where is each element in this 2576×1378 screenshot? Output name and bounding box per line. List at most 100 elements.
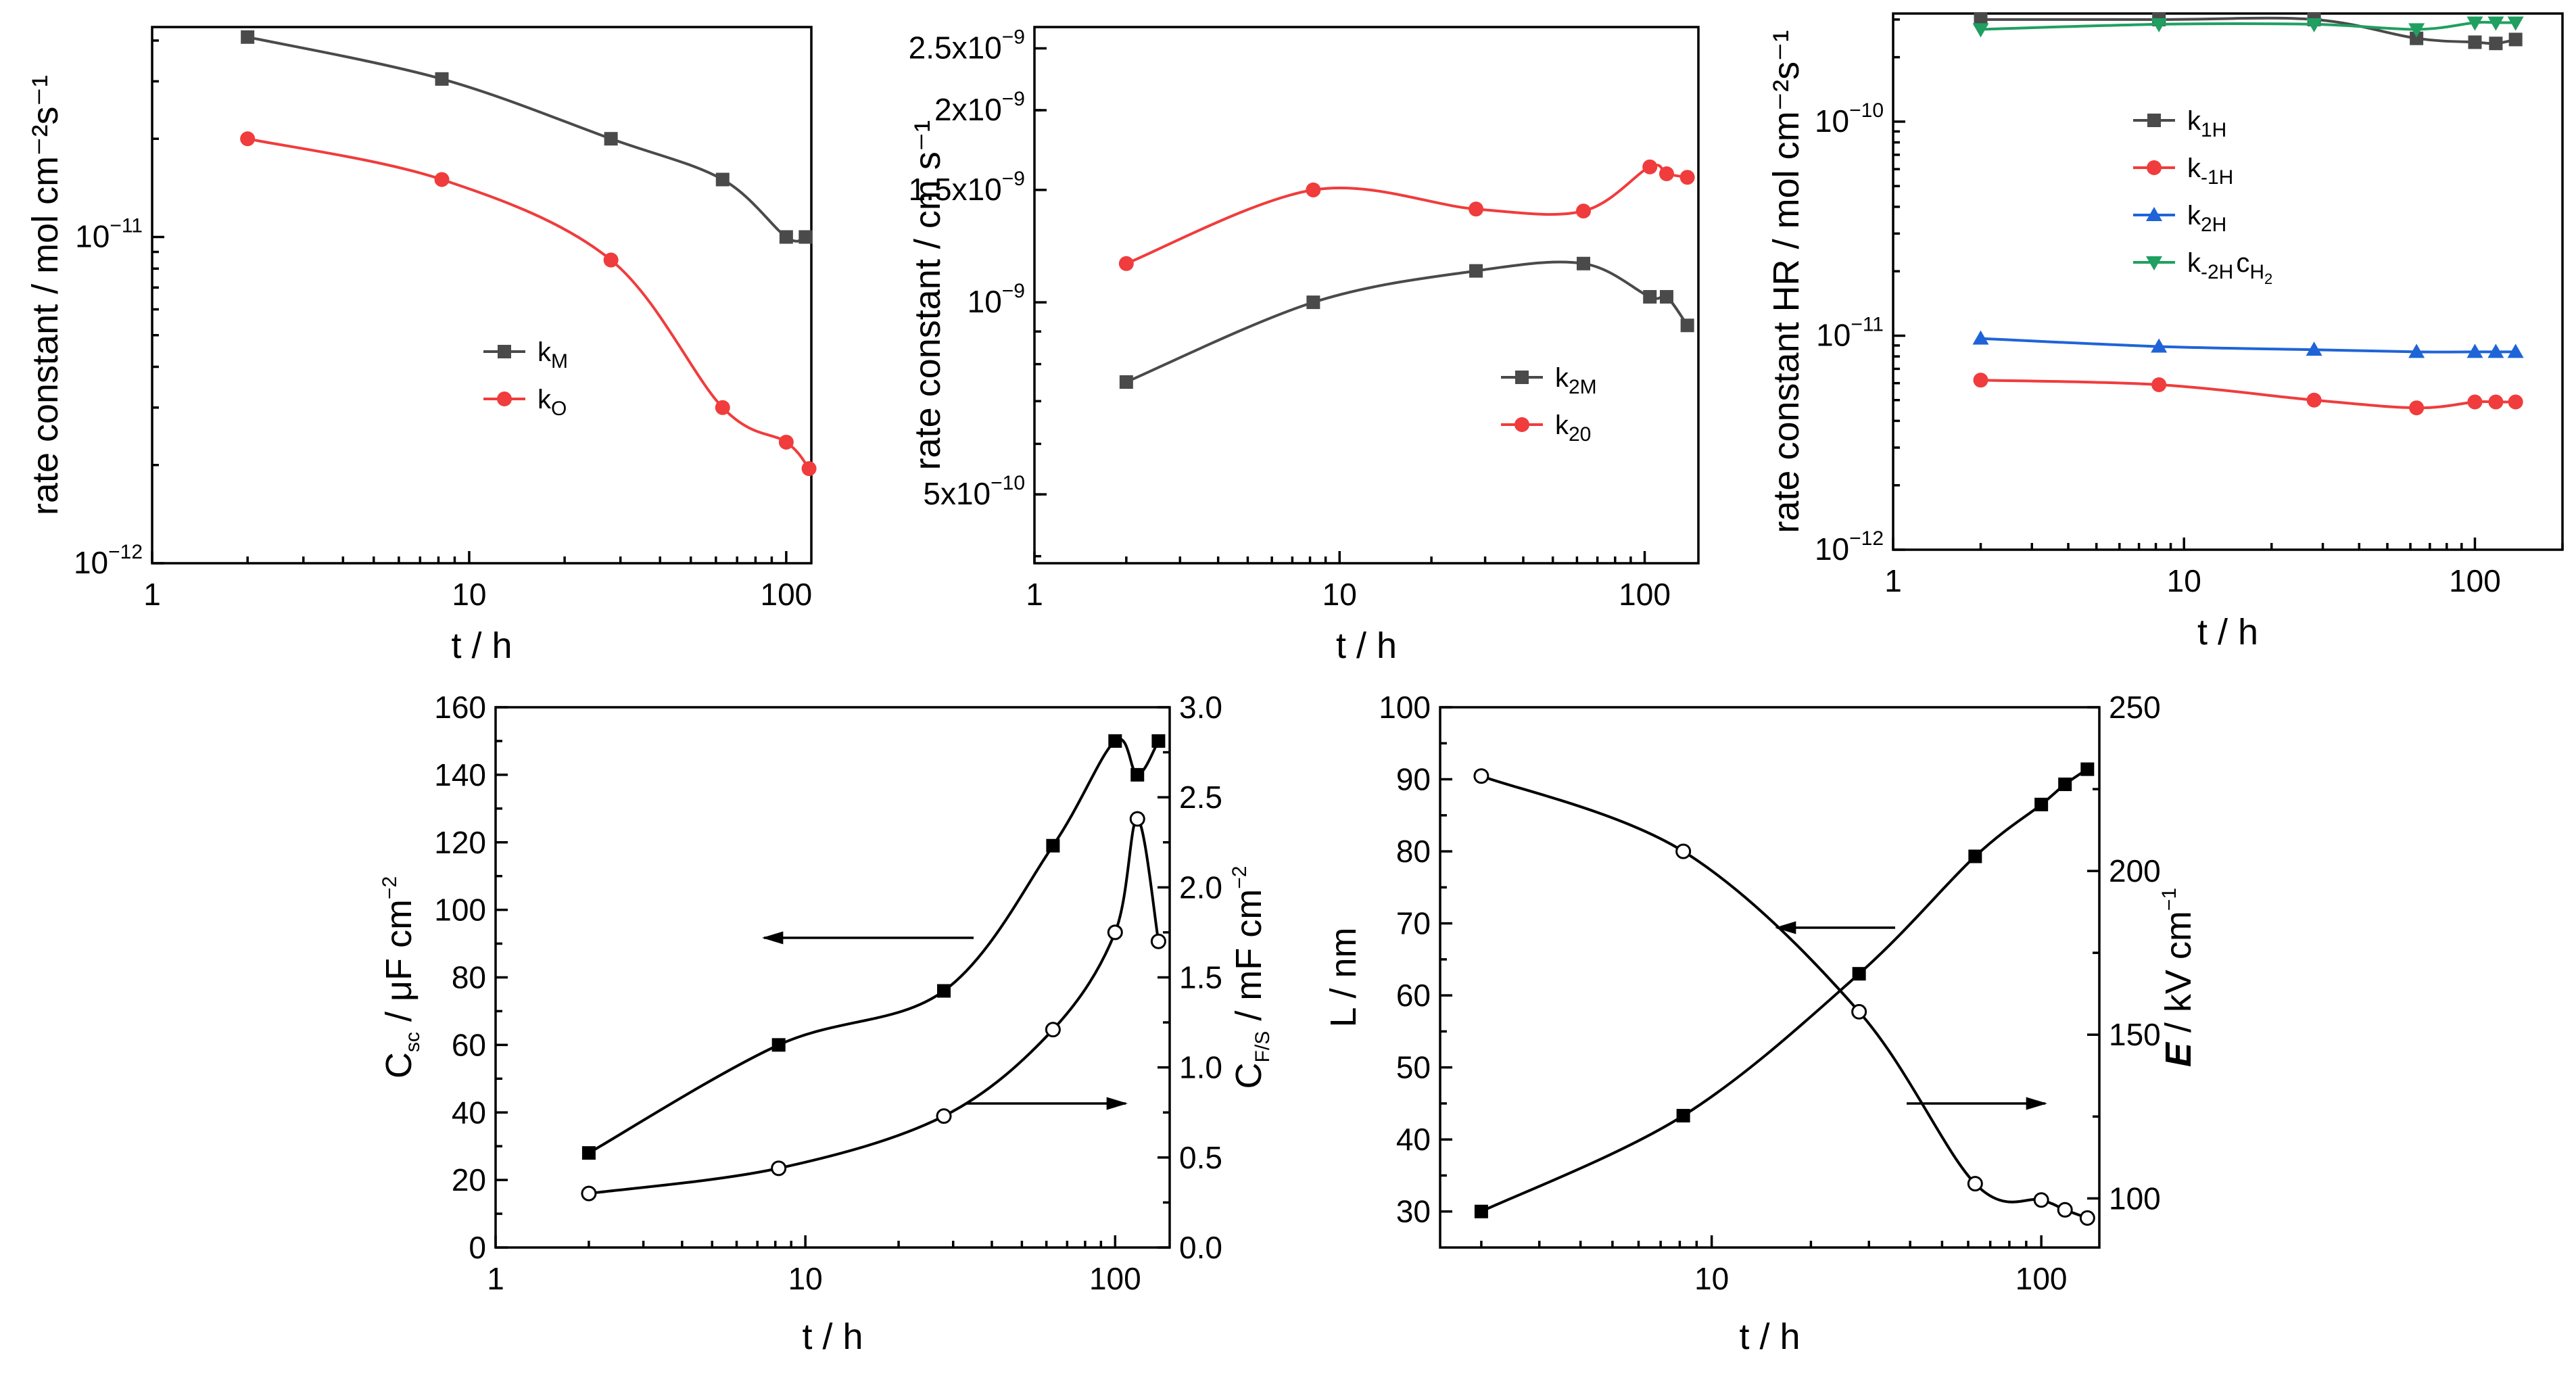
x-tick-label: 100 — [760, 577, 812, 612]
data-point-C_F/S — [1045, 1022, 1061, 1038]
x-tick-label: 10 — [1694, 1261, 1729, 1296]
x-axis-label: t / h — [451, 625, 512, 666]
data-point-C_F/S — [1150, 933, 1166, 949]
legend-label: k2M — [1555, 363, 1597, 398]
legend-label: k2H — [2187, 201, 2226, 236]
x-axis-label: t / h — [2197, 612, 2258, 652]
y2-tick-label: 100 — [2109, 1181, 2161, 1216]
y-tick-label: 10−10 — [1815, 99, 1884, 139]
series-line-20 — [1126, 164, 1688, 265]
data-point--1H — [2306, 392, 2322, 408]
data-point-L — [1852, 967, 1866, 981]
plot-frame — [494, 706, 1171, 1249]
x-tick-label: 100 — [2449, 563, 2501, 598]
data-point-M — [435, 72, 449, 86]
y-tick-label: 0 — [469, 1230, 486, 1265]
data-point-2M — [1576, 256, 1590, 270]
data-point-20 — [1306, 182, 1321, 197]
y-axis-label: rate constant / mol cm⁻²s⁻¹ — [25, 75, 66, 515]
y2-tick-label: 250 — [2109, 690, 2161, 725]
data-point-E — [1473, 768, 1489, 784]
data-point-C_sc — [937, 984, 951, 998]
y-tick-label: 160 — [434, 690, 486, 725]
x-tick-label: 10 — [2167, 563, 2201, 598]
data-point-2H — [2306, 341, 2322, 356]
data-point-2H — [2466, 343, 2483, 358]
legend-marker — [1515, 371, 1529, 384]
data-point-L — [2058, 777, 2072, 791]
data-point-1H — [2489, 37, 2503, 51]
y-tick-label: 60 — [452, 1027, 486, 1062]
y-tick-label: 1.5x10−9 — [909, 168, 1025, 207]
y2-tick-label: 0.0 — [1179, 1230, 1222, 1265]
y2-tick-label: 200 — [2109, 853, 2161, 888]
y-tick-label: 10−9 — [968, 280, 1025, 319]
data-point-C_F/S — [581, 1185, 597, 1202]
series-line-C_sc — [588, 738, 1160, 1154]
data-point-C_sc — [771, 1038, 786, 1052]
y-tick-label: 2.5x10−9 — [909, 26, 1025, 66]
data-point-2M — [1680, 318, 1694, 333]
series-line-C_F/S — [588, 817, 1160, 1195]
data-point-C_F/S — [771, 1160, 787, 1177]
y-axis-label: rate constant HR / mol cm⁻²s⁻¹ — [1766, 30, 1807, 533]
legend-marker — [2146, 256, 2162, 270]
y2-tick-label: 3.0 — [1179, 690, 1222, 725]
data-point-2H — [2408, 343, 2425, 358]
data-point--1H — [2467, 394, 2483, 410]
y-tick-label: 5x10−10 — [923, 472, 1025, 511]
x-tick-label: 10 — [788, 1261, 823, 1296]
y-axis-label: L / nm — [1323, 927, 1364, 1027]
chart-panel-a: 1 10 100 10−12 10−11 t / h rate constant / mol… — [25, 26, 817, 666]
data-point-20 — [1679, 170, 1695, 185]
data-point-M — [604, 132, 618, 146]
y-tick-label: 120 — [434, 825, 486, 860]
y2-tick-label: 150 — [2109, 1017, 2161, 1052]
data-point-L — [2080, 762, 2095, 776]
plot-frame — [1033, 26, 1700, 565]
legend-label: k1H — [2187, 106, 2226, 141]
series-line-L — [1481, 767, 2089, 1213]
data-point--1H — [2488, 394, 2504, 410]
data-point-20 — [1642, 159, 1658, 174]
data-point-L — [1676, 1109, 1690, 1123]
chart-panel-c: 1 10 100 10−12 10−11 10−10 t / h rate constant … — [1766, 12, 2564, 652]
y-tick-label: 30 — [1396, 1194, 1431, 1229]
legend-marker — [2147, 160, 2162, 175]
y-tick-label: 60 — [1396, 978, 1431, 1013]
data-point-L — [2034, 797, 2049, 811]
x-axis-label: t / h — [1336, 625, 1397, 666]
data-point-2H — [2487, 343, 2504, 358]
x-tick-label: 1 — [1884, 563, 1902, 598]
data-point-1H — [1974, 12, 1988, 26]
data-point-L — [1968, 849, 1982, 863]
legend: kM kO — [483, 337, 568, 420]
y-tick-label: 20 — [452, 1162, 486, 1197]
data-point-20 — [1575, 204, 1591, 219]
data-point-O — [715, 400, 730, 415]
y-tick-label: 10−11 — [1816, 313, 1884, 352]
series-line-1H — [1980, 16, 2517, 45]
y-tick-label: 50 — [1396, 1050, 1431, 1085]
data-point-2M — [1659, 289, 1673, 304]
series-line-E — [1481, 774, 2088, 1220]
y2-axis-label: CF/S / mF cm−2 — [1229, 866, 1274, 1089]
data-point--2H — [2306, 18, 2322, 32]
y2-axis-label: E / kV cm−1 — [2158, 888, 2199, 1067]
data-point-2M — [1469, 264, 1483, 278]
data-point-C_F/S — [1129, 811, 1145, 827]
plot-frame — [151, 26, 813, 565]
chart-panel-d: 1 10 100 0 20 40 60 80 100 120 140 160 0.0 0.5 1.0 1.5 2… — [379, 690, 1274, 1357]
y-tick-label: 100 — [1379, 690, 1431, 725]
y2-tick-label: 1.5 — [1179, 960, 1222, 995]
data-point-E — [1851, 1003, 1867, 1020]
legend-label: k20 — [1555, 410, 1591, 446]
legend-marker — [1514, 417, 1529, 432]
data-point--2H — [2507, 16, 2524, 31]
data-point--1H — [2409, 400, 2425, 416]
legend-marker — [498, 345, 511, 358]
data-point-2H — [1972, 330, 1989, 345]
x-tick-label: 1 — [1026, 577, 1043, 612]
